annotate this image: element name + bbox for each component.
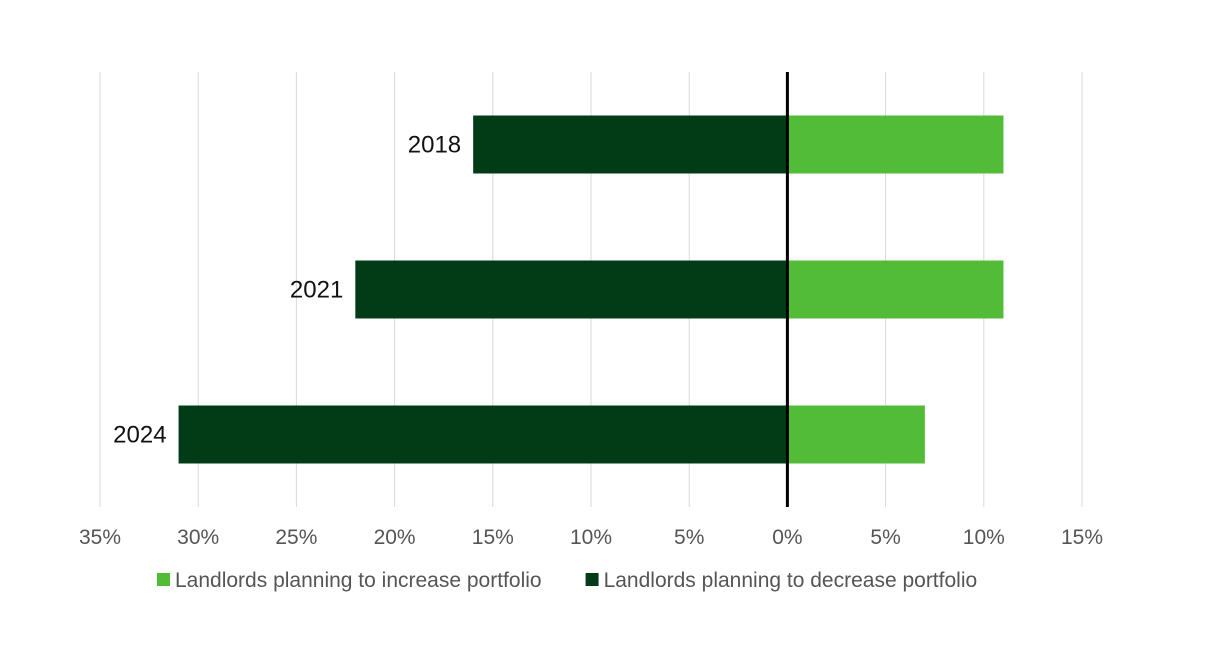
x-tick-label: 5%	[674, 526, 704, 549]
bar	[178, 405, 788, 464]
x-tick-label: 30%	[177, 526, 219, 549]
category-label: 2021	[290, 277, 343, 304]
bar	[473, 115, 788, 174]
x-tick-label: 15%	[472, 526, 514, 549]
x-tick-label: 0%	[772, 526, 802, 549]
x-tick-label: 10%	[570, 526, 612, 549]
x-tick-label: 5%	[870, 526, 900, 549]
bar	[787, 405, 925, 464]
legend-label: Landlords planning to decrease portfolio	[604, 569, 978, 592]
bar	[787, 260, 1004, 319]
x-tick-labels: 35% 30% 25% 20% 15% 10% 5% 0% 5% 10% 15%	[79, 526, 1103, 549]
category-label: 2018	[408, 132, 461, 159]
legend: Landlords planning to increase portfolio…	[157, 569, 977, 592]
legend-swatch	[157, 573, 170, 586]
x-tick-label: 35%	[79, 526, 121, 549]
category-label: 2024	[113, 422, 166, 449]
legend-label: Landlords planning to increase portfolio	[175, 569, 542, 592]
x-tick-label: 20%	[374, 526, 416, 549]
bar	[355, 260, 788, 319]
category-labels: 2018 2021 2024	[113, 132, 461, 449]
bars	[178, 115, 1004, 464]
x-tick-label: 10%	[963, 526, 1005, 549]
x-tick-label: 25%	[275, 526, 317, 549]
x-tick-label: 15%	[1061, 526, 1103, 549]
legend-swatch	[585, 573, 599, 586]
bar	[787, 115, 1004, 174]
